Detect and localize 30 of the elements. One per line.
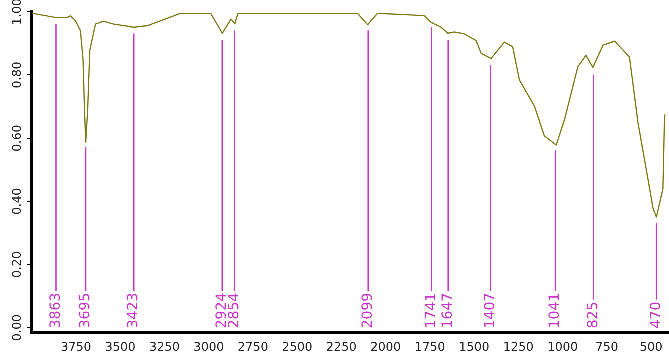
y-tick-label: 0.20 [10,251,24,278]
annotation: 1041 [547,292,564,329]
annotation: 1741 [423,292,440,329]
annotation: 2854 [226,292,242,329]
annotation: 3423 [126,292,142,329]
annotation: 2099 [360,292,376,329]
x-tick-label: 1250 [503,340,534,354]
x-tick-label: 3000 [194,340,224,354]
x-tick-label: 1000 [548,340,578,354]
x-tick-label: 2500 [282,340,313,354]
x-tick-label: 750 [596,340,619,354]
annotation: 3695 [78,292,94,329]
x-tick-label: 2250 [326,340,357,354]
x-tick-label: 3250 [149,340,180,354]
x-tick-label: 1500 [459,340,490,354]
x-tick-label: 3500 [105,340,136,354]
x-tick-label: 500 [640,340,663,354]
annotation: 1647 [440,292,456,329]
annotation: 1407 [482,292,498,329]
y-tick-label: 0.40 [10,188,24,215]
y-tick-label: 0.80 [10,62,24,89]
annotation: 825 [585,302,602,329]
y-tick-label: 0.00 [10,314,24,342]
annotation: 470 [648,302,664,329]
x-tick-label: 2750 [238,340,268,354]
annotation: 3863 [48,292,64,329]
x-tick-label: 2000 [370,340,402,354]
x-tick-label: 1750 [414,340,446,354]
x-tick-label: 3750 [60,340,92,354]
y-tick-label: 0.60 [10,124,24,152]
